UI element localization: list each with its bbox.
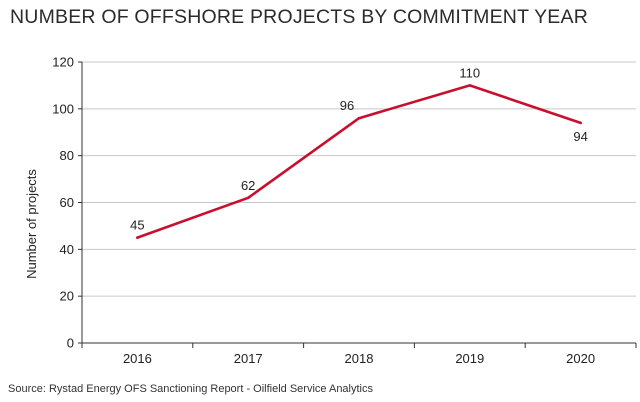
data-point (579, 121, 582, 125)
x-tick-label: 2017 (234, 351, 263, 366)
chart-title: NUMBER OF OFFSHORE PROJECTS BY COMMITMEN… (10, 6, 589, 28)
x-tick-label: 2018 (345, 351, 374, 366)
data-point (468, 84, 472, 87)
y-tick-labels: 0 20 40 60 80 100 120 (52, 55, 74, 351)
data-label: 110 (459, 65, 480, 80)
x-tick-label: 2016 (123, 351, 152, 366)
data-label: 96 (340, 98, 354, 113)
data-label: 45 (130, 218, 144, 233)
line-chart: 0 20 40 60 80 100 120 2016 2017 2018 2019 2020 45 6… (24, 55, 637, 366)
y-axis-title: Number of projects (24, 169, 39, 279)
data-label: 94 (573, 129, 587, 144)
y-tick-label: 0 (67, 336, 74, 351)
y-tick-label: 100 (52, 101, 74, 116)
x-tick-label: 2019 (455, 351, 484, 366)
x-tick-labels: 2016 2017 2018 2019 2020 (123, 351, 595, 366)
source-note: Source: Rystad Energy OFS Sanctioning Re… (8, 383, 373, 395)
x-tick-label: 2020 (566, 351, 595, 366)
data-label: 62 (241, 178, 255, 193)
y-tick-label: 40 (60, 242, 74, 257)
series-line (136, 84, 582, 239)
data-point (357, 116, 361, 120)
series (136, 84, 582, 239)
y-tick-label: 120 (52, 55, 74, 70)
gridlines (82, 61, 636, 297)
y-tick-label: 20 (60, 289, 74, 304)
data-point (246, 196, 250, 200)
data-point (136, 236, 139, 239)
y-tick-label: 60 (60, 195, 74, 210)
y-tick-label: 80 (60, 148, 74, 163)
axes (78, 61, 637, 348)
data-labels: 45 62 96 110 94 (130, 65, 588, 232)
